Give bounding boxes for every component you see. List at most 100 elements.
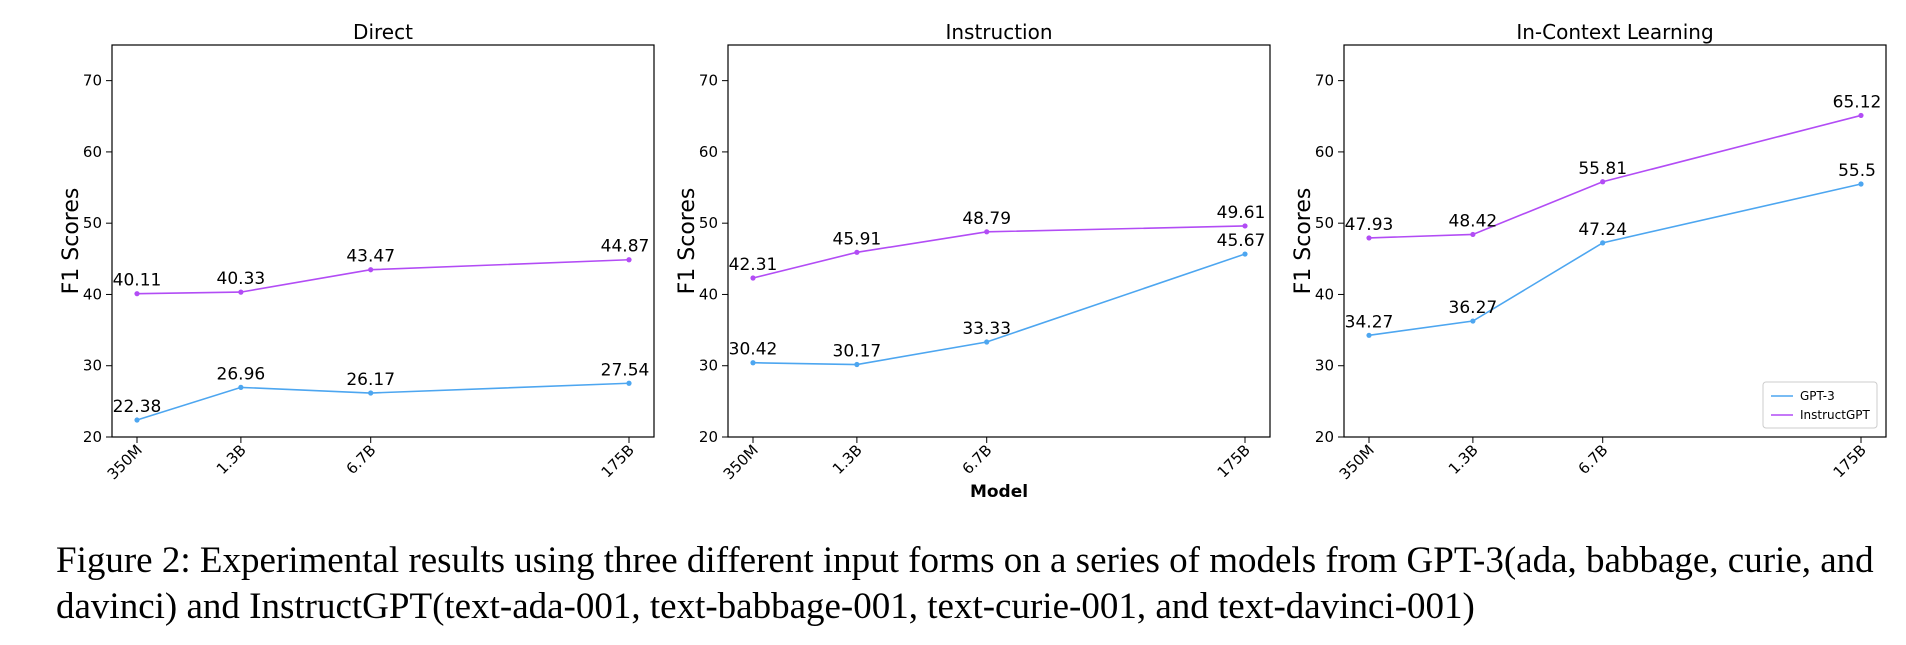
legend-label: GPT-3 (1800, 389, 1835, 403)
x-tick-label: 6.7B (1575, 441, 1612, 478)
y-tick-label: 60 (1315, 143, 1334, 161)
data-label: 44.87 (601, 237, 650, 257)
y-axis-label: F1 Scores (59, 188, 84, 295)
y-tick-label: 70 (83, 72, 102, 90)
chart-panel-3: In-Context Learning 20 30 40 50 60 70 F1 Scores… (1291, 20, 1887, 483)
series-line-gpt-3 (1368, 183, 1862, 337)
x-tick-label: 1.3B (1445, 441, 1482, 478)
data-point (1242, 251, 1248, 257)
data-point (854, 361, 860, 368)
data-label: 30.42 (729, 340, 778, 360)
data-label: 55.5 (1838, 161, 1876, 181)
data-point (854, 249, 860, 255)
x-tick-label: 1.3B (213, 441, 250, 478)
data-point (1366, 235, 1372, 241)
data-point (1600, 240, 1606, 246)
data-label: 22.38 (113, 397, 162, 417)
y-tick-label: 20 (1315, 428, 1334, 446)
data-label: 30.17 (833, 342, 882, 362)
data-label: 34.27 (1345, 312, 1394, 332)
series-line-instructgpt (752, 225, 1246, 279)
data-point (750, 275, 756, 281)
series-line-instructgpt (1368, 114, 1862, 239)
data-label: 48.79 (962, 209, 1011, 229)
data-point (984, 339, 990, 345)
y-tick-label: 30 (699, 357, 718, 375)
x-tick-label: 175B (1214, 441, 1254, 481)
data-point (368, 267, 374, 273)
y-tick-label: 40 (1315, 285, 1334, 303)
data-point (626, 380, 632, 386)
y-tick-label: 70 (1315, 72, 1334, 90)
data-label: 43.47 (346, 247, 395, 267)
chart-panel-2: Instruction 20 30 40 50 60 70 F1 Scores 350M 1.3B… (675, 20, 1271, 502)
data-label: 40.11 (113, 271, 162, 291)
data-point (368, 390, 374, 396)
legend-label: InstructGPT (1800, 408, 1870, 422)
y-axis-label: F1 Scores (675, 188, 700, 295)
x-tick-label: 350M (720, 441, 762, 483)
y-tick-label: 20 (699, 428, 718, 446)
data-point (1600, 179, 1606, 185)
data-label: 27.54 (601, 360, 650, 380)
y-tick-label: 30 (83, 357, 102, 375)
x-axis-label: Model (970, 482, 1028, 502)
chart-title: Instruction (945, 20, 1052, 44)
data-point (1366, 332, 1372, 338)
data-point (1470, 231, 1476, 238)
figure-charts: Direct 20 30 40 50 60 70 F1 Scores 350M 1.3B 6.7B 1… (59, 20, 1887, 502)
data-point (1858, 112, 1864, 119)
legend-box (1762, 381, 1878, 429)
data-label: 45.91 (833, 229, 882, 249)
data-point (134, 417, 140, 423)
chart-title: In-Context Learning (1516, 20, 1713, 44)
data-label: 45.67 (1217, 231, 1266, 251)
legend: GPT-3 InstructGPT (1762, 381, 1878, 429)
series-line-gpt-3 (752, 253, 1246, 366)
y-tick-label: 50 (699, 214, 718, 232)
data-point (1242, 223, 1248, 229)
data-label: 65.12 (1833, 92, 1882, 112)
chart-panel-1: Direct 20 30 40 50 60 70 F1 Scores 350M 1.3B 6.7B 1… (59, 20, 655, 483)
data-label: 40.33 (217, 269, 266, 289)
plot-frame (727, 44, 1271, 438)
x-tick-label: 350M (104, 441, 146, 483)
data-label: 47.24 (1578, 220, 1627, 240)
y-tick-label: 70 (699, 72, 718, 90)
y-tick-label: 40 (83, 285, 102, 303)
chart-title: Direct (353, 20, 413, 44)
x-tick-label: 6.7B (959, 441, 996, 478)
y-tick-label: 50 (83, 214, 102, 232)
data-point (1470, 318, 1476, 324)
data-point (626, 257, 632, 263)
data-point (984, 229, 990, 235)
data-point (750, 360, 756, 366)
y-tick-label: 60 (83, 143, 102, 161)
x-tick-label: 175B (598, 441, 638, 481)
data-label: 26.96 (217, 364, 266, 384)
y-tick-label: 40 (699, 285, 718, 303)
data-point (1858, 181, 1864, 187)
y-axis-label: F1 Scores (1291, 188, 1316, 295)
data-label: 33.33 (962, 319, 1011, 339)
data-point (134, 291, 140, 297)
x-tick-label: 1.3B (829, 441, 866, 478)
y-tick-label: 50 (1315, 214, 1334, 232)
x-tick-label: 175B (1830, 441, 1870, 481)
y-tick-label: 60 (699, 143, 718, 161)
x-tick-label: 6.7B (343, 441, 380, 478)
data-label: 47.93 (1345, 215, 1394, 235)
y-tick-label: 20 (83, 428, 102, 446)
plot-frame (111, 44, 655, 438)
data-point (238, 289, 244, 295)
data-point (238, 384, 244, 390)
x-tick-label: 350M (1336, 441, 1378, 483)
data-label: 49.61 (1217, 203, 1266, 223)
data-label: 36.27 (1449, 298, 1498, 318)
series-line-gpt-3 (136, 382, 630, 421)
data-label: 55.81 (1578, 159, 1627, 179)
y-tick-label: 30 (1315, 357, 1334, 375)
series-line-instructgpt (136, 258, 630, 295)
data-label: 42.31 (729, 255, 778, 275)
figure-caption: Figure 2: Experimental results using thr… (56, 540, 1874, 627)
